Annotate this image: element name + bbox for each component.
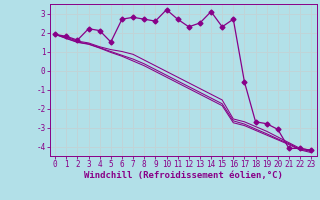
X-axis label: Windchill (Refroidissement éolien,°C): Windchill (Refroidissement éolien,°C): [84, 171, 283, 180]
